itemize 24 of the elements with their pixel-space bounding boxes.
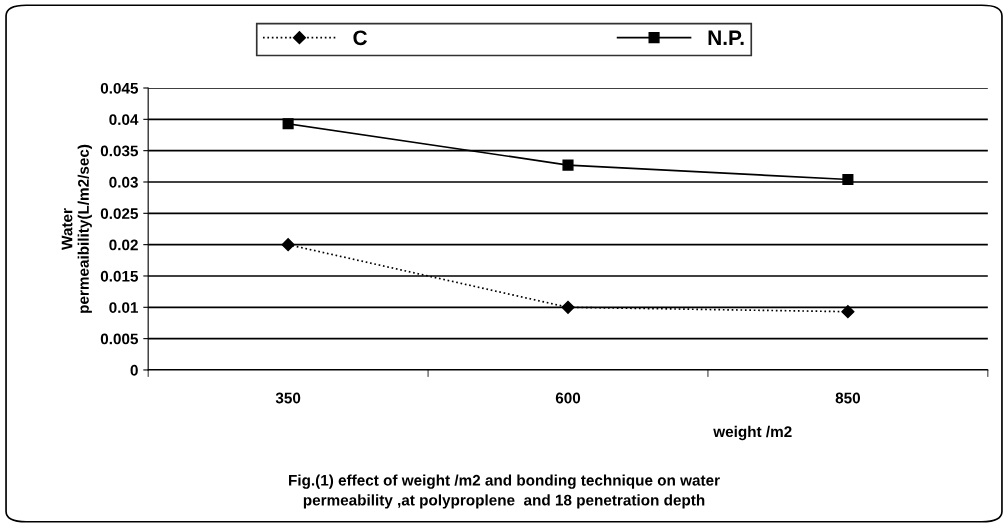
y-tick-label: 0.015 xyxy=(100,270,139,282)
point xyxy=(561,300,575,314)
y-tick-label: 0 xyxy=(130,364,138,376)
y-tick-label: 0.035 xyxy=(100,145,139,157)
point xyxy=(282,118,294,130)
point xyxy=(281,238,295,252)
legend-label: N.P. xyxy=(708,30,744,45)
y-tick-label: 0.025 xyxy=(100,208,139,219)
y-tick-label: 0.02 xyxy=(109,239,138,251)
point xyxy=(842,173,854,186)
y-tick-label: 0.04 xyxy=(109,114,139,126)
y-axis-title: Water permeaibility(L/m2/sec) xyxy=(61,144,92,313)
y-tick-label: 0.01 xyxy=(109,302,139,313)
text: Fig.(1) effect of weight /m2 and bonding technique on water permeability ,at polyproplene and 18 penetration depth xyxy=(289,474,720,509)
x-tick-label: 850 xyxy=(835,392,861,404)
y-tick-label: 0.005 xyxy=(100,333,139,345)
x-tick-label: 600 xyxy=(555,392,581,404)
x-axis-title: weight /m2 xyxy=(713,425,792,441)
point xyxy=(841,305,855,319)
x-tick-label: 350 xyxy=(275,392,301,404)
legend-label: C xyxy=(353,30,368,46)
y-tick-label: 0.03 xyxy=(109,176,138,188)
y-tick-label: 0.045 xyxy=(100,82,139,94)
point xyxy=(562,159,574,171)
